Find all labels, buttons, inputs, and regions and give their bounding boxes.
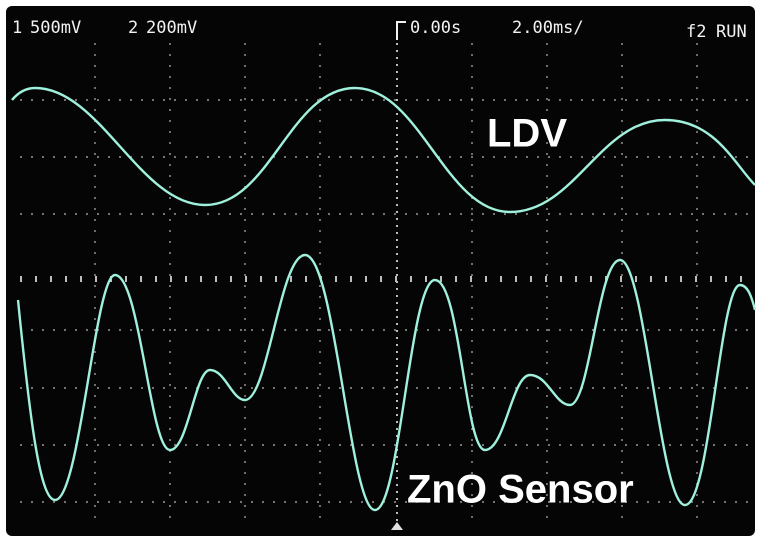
ldv-trace [11, 86, 756, 214]
trigger-marker [396, 21, 406, 40]
zno-trace [16, 253, 757, 512]
run-state: RUN [716, 22, 747, 42]
time-base: 2.00ms/ [512, 18, 584, 38]
ground-marker [391, 522, 403, 530]
trigger-source: f2 [686, 22, 706, 42]
ldv-label: LDV [487, 112, 567, 156]
time-offset: 0.00s [410, 18, 461, 38]
zno-label: ZnO Sensor [407, 468, 634, 512]
channel-2-scale: 200mV [146, 18, 197, 38]
grid [20, 43, 755, 525]
channel-1-scale: 500mV [30, 18, 81, 38]
channel-1-id: 1 [12, 18, 22, 38]
channel-2-id: 2 [128, 18, 138, 38]
screen [6, 6, 755, 536]
